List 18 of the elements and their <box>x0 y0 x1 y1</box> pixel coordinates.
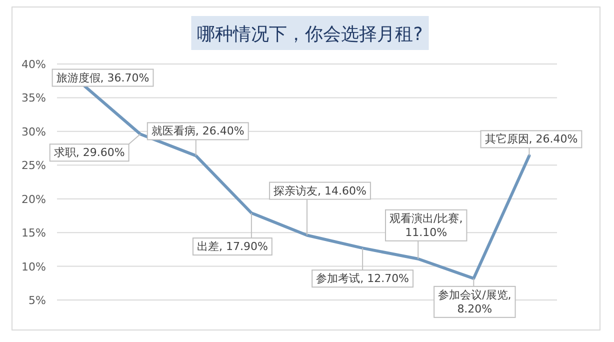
data-label: 求职, 29.60% <box>54 146 125 160</box>
y-tick-label: 5% <box>28 294 46 307</box>
data-label: 其它原因, 26.40% <box>484 132 578 146</box>
y-tick-label: 15% <box>22 226 46 240</box>
y-tick-label: 20% <box>22 192 46 206</box>
data-label: 观看演出/比赛, 11.10% <box>390 212 463 239</box>
data-label: 旅游度假, 36.70% <box>56 71 150 84</box>
y-tick-label: 35% <box>22 92 46 105</box>
data-label: 出差, 17.90% <box>196 240 268 254</box>
data-label: 参加考试, 12.70% <box>316 272 410 286</box>
y-tick-label: 10% <box>22 260 46 274</box>
data-label: 探亲访友, 14.60% <box>274 184 366 198</box>
y-tick-label: 30% <box>22 125 46 138</box>
y-tick-label: 40% <box>22 58 46 71</box>
y-tick-label: 25% <box>22 159 46 172</box>
data-label: 就医看病, 26.40% <box>151 124 244 138</box>
data-label: 参加会议/展览, 8.20% <box>438 288 512 316</box>
chart-title: 哪种情况下，你会选择月租? <box>197 24 423 45</box>
